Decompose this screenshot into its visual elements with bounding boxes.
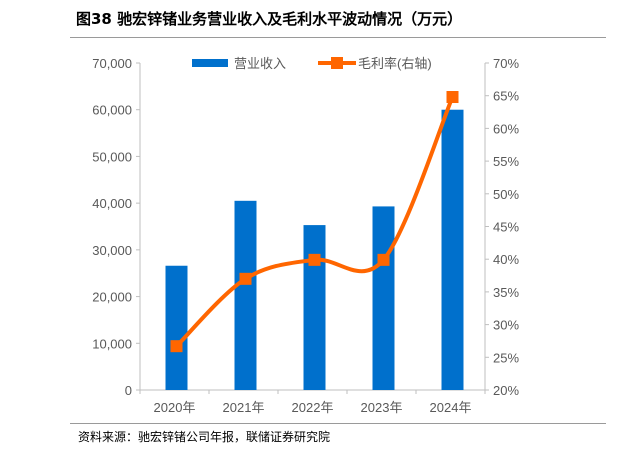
margin-marker-2024年 — [446, 91, 459, 104]
x-tick-label: 2023年 — [361, 400, 403, 415]
margin-marker-2022年 — [308, 253, 321, 266]
x-tick-label: 2022年 — [292, 400, 334, 415]
right-tick-label: 20% — [493, 383, 519, 398]
x-tick-label: 2020年 — [154, 400, 196, 415]
left-tick-label: 40,000 — [92, 196, 132, 211]
right-tick-label: 35% — [493, 285, 519, 300]
bar-2021年 — [234, 200, 257, 390]
left-tick-label: 30,000 — [92, 243, 132, 258]
bar-2023年 — [372, 206, 395, 390]
right-tick-label: 50% — [493, 187, 519, 202]
source-note: 资料来源：驰宏锌锗公司年报，联储证券研究院 — [78, 430, 331, 444]
bar-2024年 — [441, 109, 464, 390]
left-tick-label: 60,000 — [92, 103, 132, 118]
bar-2020年 — [165, 265, 188, 390]
left-tick-label: 70,000 — [92, 56, 132, 71]
chart-title: 图38 驰宏锌锗业务营业收入及毛利水平波动情况（万元） — [76, 10, 463, 28]
legend-line-label: 毛利率(右轴) — [358, 56, 432, 71]
right-tick-label: 55% — [493, 154, 519, 169]
bar-2022年 — [303, 225, 326, 390]
margin-line — [175, 96, 455, 348]
right-tick-label: 25% — [493, 350, 519, 365]
margin-marker-2023年 — [377, 253, 390, 266]
legend-bar-label: 营业收入 — [234, 56, 286, 71]
margin-marker-2021年 — [239, 272, 252, 285]
right-tick-label: 70% — [493, 56, 519, 71]
legend-bar-swatch — [192, 59, 228, 67]
legend-line-marker — [331, 57, 343, 69]
right-tick-label: 60% — [493, 121, 519, 136]
left-tick-label: 20,000 — [92, 290, 132, 305]
margin-marker-2020年 — [170, 340, 183, 353]
left-tick-label: 50,000 — [92, 149, 132, 164]
x-tick-label: 2021年 — [223, 400, 265, 415]
title-divider — [70, 37, 606, 38]
x-tick-label: 2024年 — [430, 400, 472, 415]
left-tick-label: 10,000 — [92, 336, 132, 351]
right-tick-label: 45% — [493, 220, 519, 235]
right-tick-label: 65% — [493, 89, 519, 104]
right-tick-label: 40% — [493, 252, 519, 267]
left-tick-label: 0 — [125, 383, 132, 398]
right-tick-label: 30% — [493, 318, 519, 333]
source-divider — [70, 423, 606, 424]
